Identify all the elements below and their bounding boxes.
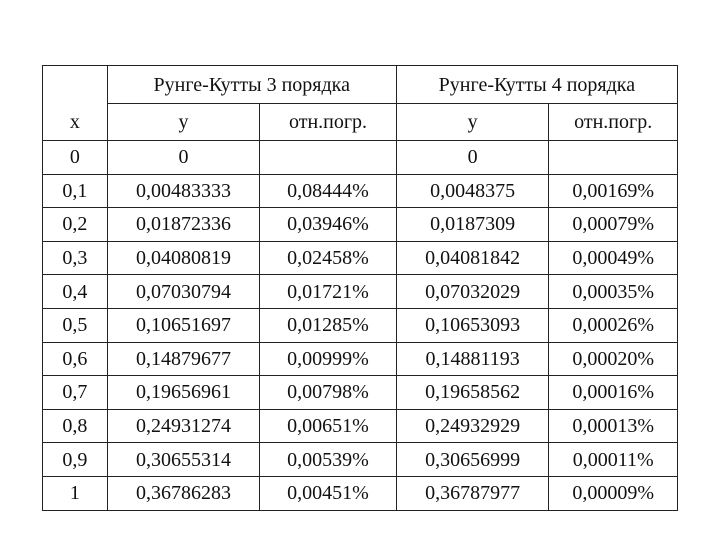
cell-rk4-error: 0,00009% bbox=[548, 475, 678, 511]
cell-rk3-y: 0,10651697 bbox=[106, 307, 261, 343]
cell-rk4-y: 0,19658562 bbox=[395, 375, 550, 410]
group-header-rk4: Рунге-Кутты 4 порядка bbox=[395, 65, 679, 104]
cell-rk4-error: 0,00011% bbox=[548, 442, 678, 477]
group-header-rk3: Рунге-Кутты 3 порядка bbox=[106, 65, 397, 104]
cell-rk4-y: 0,10653093 bbox=[395, 307, 550, 343]
cell-x: 0 bbox=[42, 140, 108, 175]
table-row: 0,1 0,00483333 0,08444% 0,0048375 0,00169% bbox=[42, 173, 678, 209]
table-row: 0,6 0,14879677 0,00999% 0,14881193 0,00020% bbox=[42, 341, 678, 377]
cell-rk4-error: 0,00013% bbox=[548, 408, 678, 444]
column-header-x: x bbox=[42, 103, 108, 141]
cell-rk4-error bbox=[548, 140, 678, 175]
runge-kutta-comparison-table: Рунге-Кутты 3 порядка Рунге-Кутты 4 поря… bbox=[42, 65, 679, 511]
cell-rk4-y: 0,14881193 bbox=[395, 341, 550, 377]
group-header-row: Рунге-Кутты 3 порядка Рунге-Кутты 4 поря… bbox=[42, 65, 679, 104]
cell-rk3-y: 0,30655314 bbox=[106, 442, 261, 477]
table-row: 0,2 0,01872336 0,03946% 0,0187309 0,00079% bbox=[42, 207, 678, 242]
table-row: 1 0,36786283 0,00451% 0,36787977 0,00009% bbox=[42, 475, 678, 511]
column-header-rk3-y: y bbox=[106, 103, 261, 141]
cell-rk3-y: 0,01872336 bbox=[106, 207, 261, 242]
cell-x: 0,8 bbox=[42, 408, 108, 444]
cell-x: 1 bbox=[42, 475, 108, 511]
cell-x: 0,3 bbox=[42, 240, 108, 276]
cell-rk3-error: 0,03946% bbox=[259, 207, 397, 242]
cell-rk4-error: 0,00049% bbox=[548, 240, 678, 276]
cell-x: 0,4 bbox=[42, 274, 108, 309]
cell-rk3-y: 0,14879677 bbox=[106, 341, 261, 377]
cell-rk3-y: 0,24931274 bbox=[106, 408, 261, 444]
cell-x: 0,2 bbox=[42, 207, 108, 242]
cell-rk3-error: 0,00651% bbox=[259, 408, 397, 444]
table-row: 0,7 0,19656961 0,00798% 0,19658562 0,00016% bbox=[42, 375, 678, 410]
table-row: 0,4 0,07030794 0,01721% 0,07032029 0,00035% bbox=[42, 274, 678, 309]
cell-x: 0,1 bbox=[42, 173, 108, 209]
cell-rk3-y: 0,19656961 bbox=[106, 375, 261, 410]
cell-x: 0,6 bbox=[42, 341, 108, 377]
cell-rk3-error: 0,08444% bbox=[259, 173, 397, 209]
cell-rk4-y: 0,04081842 bbox=[395, 240, 550, 276]
column-header-rk4-error: отн.погр. bbox=[548, 103, 678, 141]
cell-rk4-error: 0,00026% bbox=[548, 307, 678, 343]
cell-x: 0,9 bbox=[42, 442, 108, 477]
table-row: 0,8 0,24931274 0,00651% 0,24932929 0,00013% bbox=[42, 408, 678, 444]
cell-rk3-error bbox=[259, 140, 397, 175]
cell-rk3-error: 0,01285% bbox=[259, 307, 397, 343]
cell-rk3-error: 0,00539% bbox=[259, 442, 397, 477]
cell-rk4-error: 0,00020% bbox=[548, 341, 678, 377]
cell-rk4-error: 0,00079% bbox=[548, 207, 678, 242]
cell-rk3-error: 0,00999% bbox=[259, 341, 397, 377]
table-row: 0,9 0,30655314 0,00539% 0,30656999 0,00011% bbox=[42, 442, 678, 477]
cell-rk3-error: 0,00798% bbox=[259, 375, 397, 410]
cell-rk4-y: 0,36787977 bbox=[395, 475, 550, 511]
cell-rk4-y: 0,0048375 bbox=[395, 173, 550, 209]
cell-rk4-y: 0,24932929 bbox=[395, 408, 550, 444]
cell-rk3-error: 0,01721% bbox=[259, 274, 397, 309]
column-header-rk4-y: y bbox=[395, 103, 550, 141]
cell-rk3-error: 0,00451% bbox=[259, 475, 397, 511]
cell-rk4-error: 0,00016% bbox=[548, 375, 678, 410]
cell-rk4-y: 0,30656999 bbox=[395, 442, 550, 477]
cell-rk3-y: 0,04080819 bbox=[106, 240, 261, 276]
cell-rk3-y: 0,00483333 bbox=[106, 173, 261, 209]
cell-rk3-error: 0,02458% bbox=[259, 240, 397, 276]
cell-rk4-y: 0 bbox=[395, 140, 550, 175]
cell-rk4-error: 0,00035% bbox=[548, 274, 678, 309]
column-header-row: x y отн.погр. y отн.погр. bbox=[42, 103, 678, 141]
cell-rk4-y: 0,07032029 bbox=[395, 274, 550, 309]
empty-header-cell bbox=[42, 65, 108, 104]
column-header-rk3-error: отн.погр. bbox=[259, 103, 397, 141]
cell-rk3-y: 0,07030794 bbox=[106, 274, 261, 309]
cell-rk3-y: 0 bbox=[106, 140, 261, 175]
cell-rk4-error: 0,00169% bbox=[548, 173, 678, 209]
table-row: 0,5 0,10651697 0,01285% 0,10653093 0,00026% bbox=[42, 307, 678, 343]
cell-rk3-y: 0,36786283 bbox=[106, 475, 261, 511]
cell-x: 0,5 bbox=[42, 307, 108, 343]
cell-rk4-y: 0,0187309 bbox=[395, 207, 550, 242]
table-row: 0,3 0,04080819 0,02458% 0,04081842 0,00049% bbox=[42, 240, 678, 276]
cell-x: 0,7 bbox=[42, 375, 108, 410]
